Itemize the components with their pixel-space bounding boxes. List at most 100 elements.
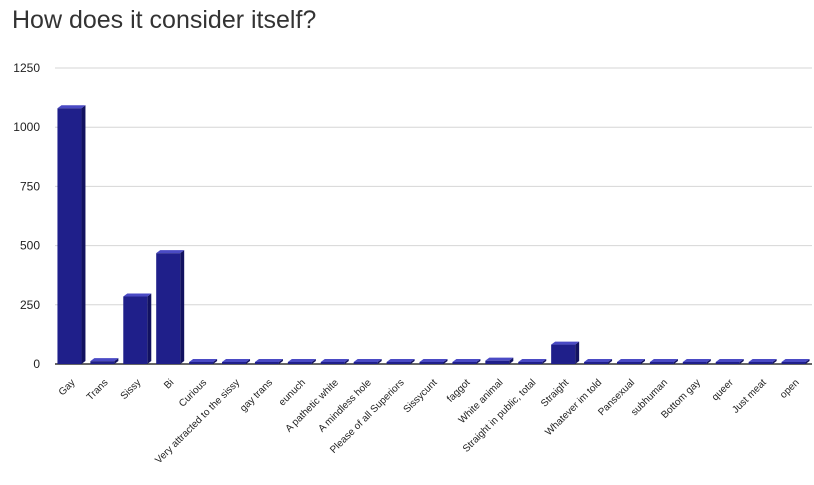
y-tick-label: 0 [33, 357, 40, 371]
bar-top [57, 105, 86, 109]
y-tick-label: 1000 [13, 120, 40, 134]
bar-side [377, 359, 382, 364]
bar [419, 359, 448, 364]
bar-side [805, 359, 810, 364]
bar [254, 359, 283, 364]
x-category-label: Gay [57, 377, 78, 398]
bar [748, 359, 777, 364]
bar [386, 359, 415, 364]
bar [551, 341, 580, 364]
bar-top [682, 359, 711, 362]
bar-side [344, 359, 349, 364]
bar-side [608, 359, 613, 364]
bar-front [222, 362, 247, 364]
bar [518, 359, 547, 364]
bar-side [246, 359, 251, 364]
x-category-label: gay trans [238, 377, 275, 414]
bar-top [287, 359, 316, 362]
bar [649, 359, 678, 364]
bar-side [213, 359, 218, 364]
bar-front [452, 362, 477, 364]
bar-top [123, 293, 152, 297]
bar-front [320, 362, 345, 364]
bar-top [353, 359, 382, 362]
bar-front [189, 362, 214, 364]
bar-front [551, 344, 576, 364]
bar-side [180, 250, 185, 364]
y-tick-label: 1250 [13, 61, 40, 75]
bar-top [584, 359, 613, 362]
bar-front [584, 362, 609, 364]
bar-top [156, 250, 185, 254]
x-category-label: queer [710, 377, 736, 403]
bar [616, 359, 645, 364]
x-category-label: faggot [445, 377, 473, 405]
bar-front [682, 362, 707, 364]
bar-top [649, 359, 678, 362]
chart-title: How does it consider itself? [12, 6, 317, 34]
bar-side [739, 359, 744, 364]
bar-front [518, 362, 543, 364]
bar-front [386, 362, 411, 364]
bar-front [90, 361, 115, 364]
bar [189, 359, 218, 364]
bar [485, 357, 514, 364]
bar [682, 359, 711, 364]
bar-front [781, 362, 806, 364]
bar-side [476, 359, 481, 364]
bar-top [551, 341, 580, 345]
bar [320, 359, 349, 364]
bar-side [410, 359, 415, 364]
bar-side [575, 341, 580, 364]
bar-side [542, 359, 547, 364]
bar-front [123, 296, 148, 364]
y-axis-ticks: 0 250 500 750 1000 1250 [13, 61, 40, 371]
bar-front [156, 253, 181, 364]
bar-front [353, 362, 378, 364]
bar-side [443, 359, 448, 364]
bar-top [386, 359, 415, 362]
bar [287, 359, 316, 364]
bar [123, 293, 152, 364]
bar-top [715, 359, 744, 362]
bars [57, 105, 810, 365]
bar-side [81, 105, 86, 365]
bar-side [311, 359, 316, 364]
bar-top [90, 358, 119, 362]
bar-front [287, 362, 312, 364]
bar-side [114, 358, 119, 364]
bar [222, 359, 251, 364]
bar-top [254, 359, 283, 362]
x-category-label: eunuch [277, 377, 308, 408]
bar-front [715, 362, 740, 364]
bar [156, 250, 185, 364]
bar [715, 359, 744, 364]
bar-top [452, 359, 481, 362]
bar-top [748, 359, 777, 362]
x-category-label: Trans [85, 377, 111, 403]
y-tick-label: 500 [20, 239, 40, 253]
bar-front [485, 360, 510, 364]
x-category-label: Sissy [119, 377, 144, 402]
y-tick-label: 750 [20, 179, 40, 193]
bar-front [57, 108, 82, 364]
x-category-label: open [778, 377, 802, 401]
bar-side [706, 359, 711, 364]
bar [90, 358, 119, 364]
x-category-label: Sissycunt [402, 377, 440, 415]
bar-top [781, 359, 810, 362]
bar-front [254, 362, 279, 364]
bar-top [222, 359, 251, 362]
bar-front [748, 362, 773, 364]
bar [57, 105, 86, 365]
bar-front [419, 362, 444, 364]
bar [353, 359, 382, 364]
x-category-label: Straight [539, 377, 571, 409]
bar-side [278, 359, 283, 364]
bar-top [518, 359, 547, 362]
bar-front [616, 362, 641, 364]
bar [584, 359, 613, 364]
bar-side [772, 359, 777, 364]
bar-top [189, 359, 218, 362]
